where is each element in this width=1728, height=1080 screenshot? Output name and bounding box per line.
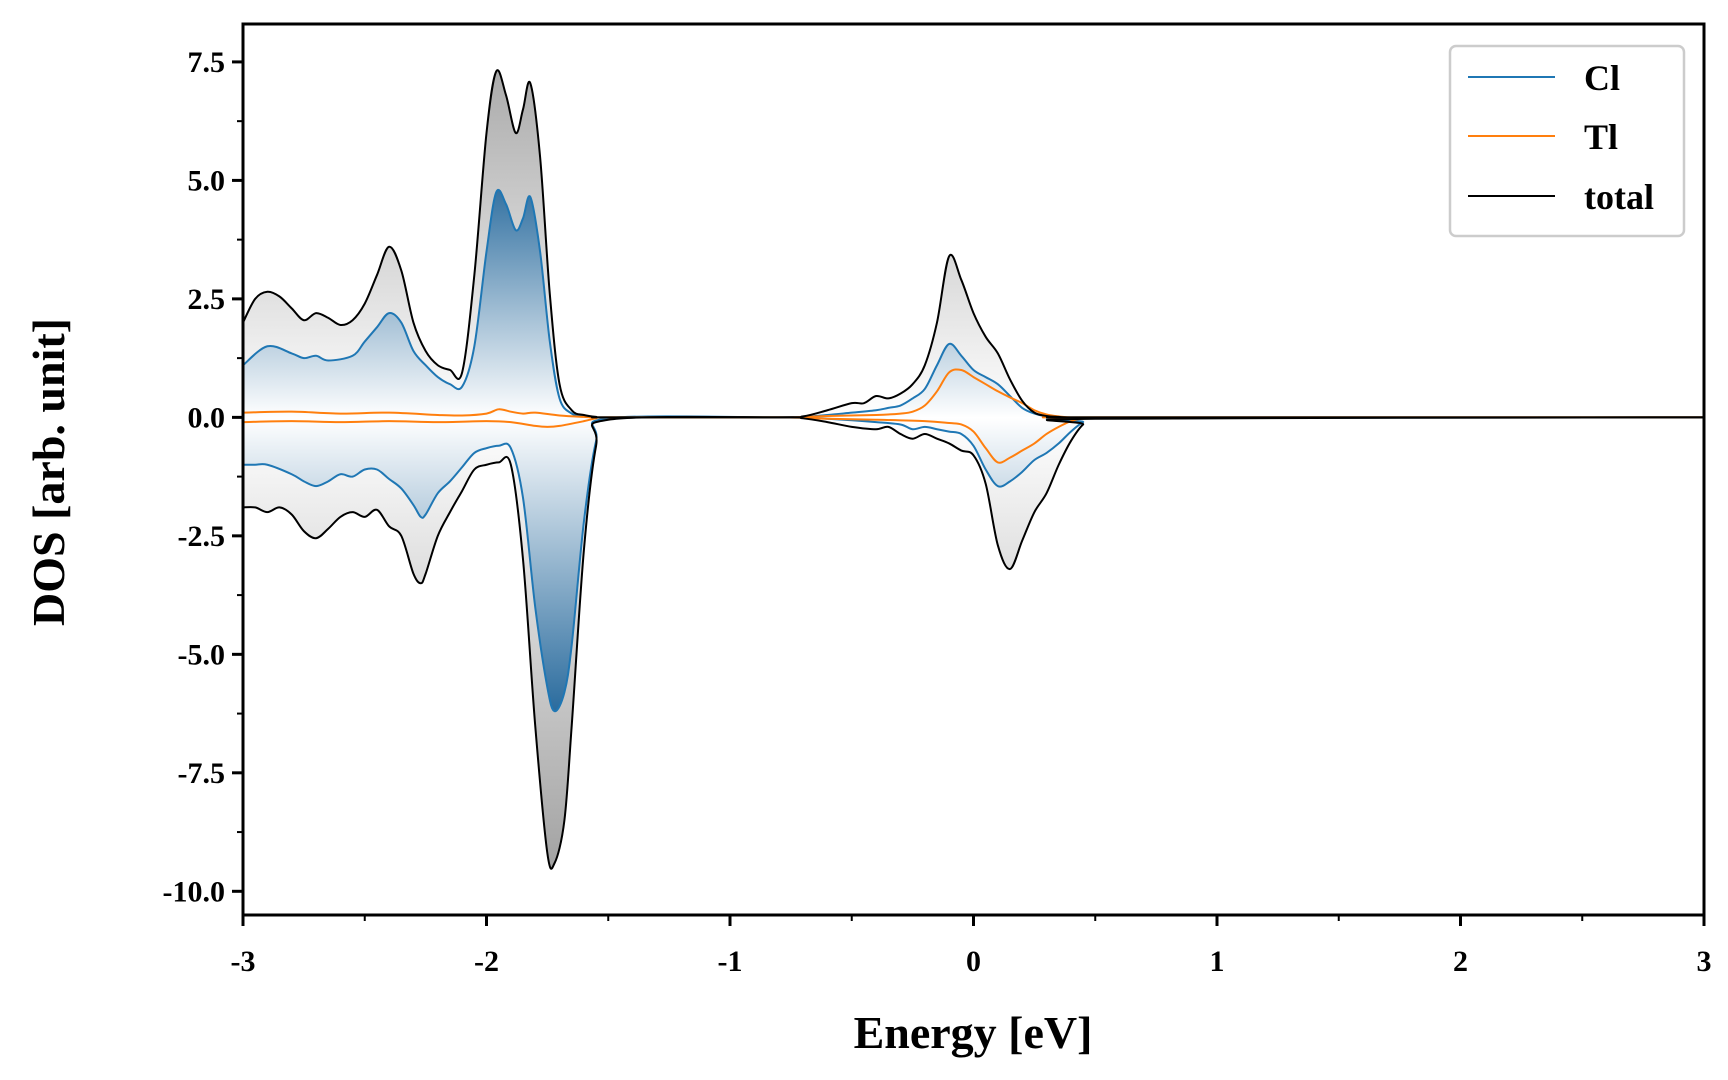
y-tick-label: -2.5 [178, 520, 226, 553]
x-tick-label: -2 [474, 945, 499, 978]
cl-spin-up-fill [243, 189, 1704, 418]
fill-layer [243, 70, 1704, 869]
total-spin-down-line [243, 415, 1704, 870]
legend-box [1448, 44, 1686, 238]
cl-spin-down-line [243, 415, 1704, 713]
y-axis: -10.0 -7.5 -5.0 -2.5 0.0 2.5 5.0 7.5 [163, 46, 243, 908]
tl-spin-up-line [243, 368, 1704, 419]
legend-label-total: total [1584, 177, 1654, 217]
x-tick-label: 3 [1697, 945, 1712, 978]
x-axis-label: Energy [eV] [854, 1007, 1093, 1058]
y-tick-label: -10.0 [163, 875, 226, 908]
x-tick-label: -1 [718, 945, 743, 978]
y-axis-label: DOS [arb. unit] [23, 318, 74, 626]
y-tick-label: 0.0 [188, 401, 226, 434]
line-layer [243, 69, 1704, 870]
x-tick-label: 1 [1210, 945, 1225, 978]
total-spin-up-line [243, 69, 1704, 419]
y-tick-label: 5.0 [188, 164, 226, 197]
cl-spin-down-fill [243, 416, 1704, 712]
y-tick-label: 2.5 [188, 283, 226, 316]
total-spin-down-fill [243, 416, 1704, 869]
x-tick-label: -3 [231, 945, 256, 978]
x-tick-label: 0 [966, 945, 981, 978]
y-tick-label: -5.0 [178, 638, 226, 671]
y-tick-label: -7.5 [178, 757, 226, 790]
y-tick-label: 7.5 [188, 46, 226, 79]
legend-label-cl: Cl [1584, 58, 1620, 98]
x-axis: -3 -2 -1 0 1 2 3 [231, 915, 1712, 978]
legend: Cl Tl total [1448, 44, 1686, 238]
x-tick-label: 2 [1453, 945, 1468, 978]
legend-label-tl: Tl [1584, 117, 1618, 157]
